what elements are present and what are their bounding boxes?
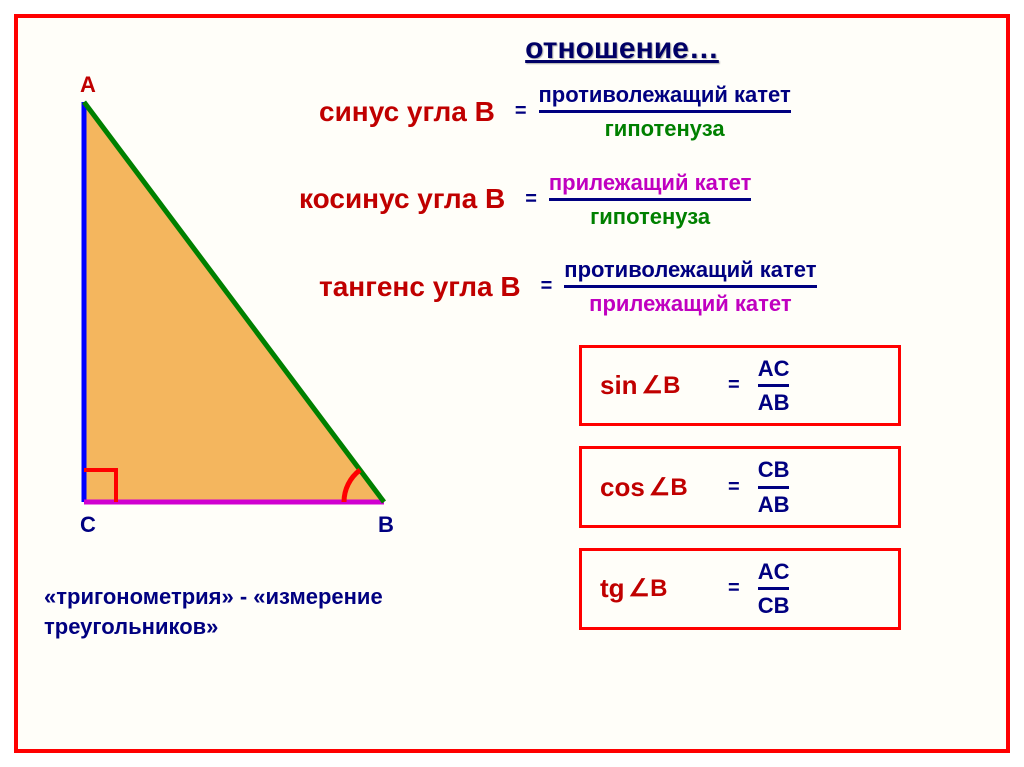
content-row: A B C «тригонометрия» - «измерение треуг… [44,82,980,650]
formula-fraction: AC CB [758,559,790,619]
formula-function: sin∠B [600,370,710,401]
fraction-numerator: прилежащий катет [549,170,751,195]
definition-fraction: противолежащий катет гипотенуза [539,82,791,142]
equals-sign: = [724,374,744,397]
vertex-label-B: B [378,512,394,538]
formula-function: cos∠B [600,472,710,503]
page-title: отношение… [264,32,980,66]
left-column: A B C «тригонометрия» - «измерение треуг… [44,82,459,650]
fraction-line [539,110,791,113]
fraction-denominator: гипотенуза [590,204,710,229]
fraction-denominator: прилежащий катет [589,291,791,316]
definitions: синус угла В=противолежащий катетгипотен… [459,82,980,317]
equals-sign: = [724,476,744,499]
fraction-denominator: гипотенуза [605,116,725,141]
equals-sign: = [521,188,541,211]
fraction-denominator: CB [758,593,790,618]
fraction-line [758,384,790,387]
angle-icon: ∠B [642,371,681,400]
fraction-denominator: AB [758,390,790,415]
formula-fraction: CB AB [758,457,790,517]
definition-fraction: противолежащий катет прилежащий катет [564,257,816,317]
equals-sign: = [511,100,531,123]
angle-icon: ∠B [629,574,668,603]
fraction-line [758,486,790,489]
formula-boxes: sin∠B = AC AB cos∠B = CB AB tg∠B = AC CB [579,345,980,630]
fraction-numerator: противолежащий катет [539,82,791,107]
right-column: синус угла В=противолежащий катетгипотен… [459,82,980,650]
formula-function: tg∠B [600,573,710,604]
fraction-numerator: противолежащий катет [564,257,816,282]
fraction-numerator: CB [758,457,790,482]
fraction-line [549,198,751,201]
formula-box: sin∠B = AC AB [579,345,901,427]
formula-box: cos∠B = CB AB [579,446,901,528]
angle-icon: ∠B [649,473,688,502]
equals-sign: = [724,577,744,600]
fraction-numerator: AC [758,356,790,381]
fraction-numerator: AC [758,559,790,584]
triangle-diagram: A B C [44,82,444,552]
formula-fraction: AC AB [758,356,790,416]
triangle-svg [44,82,444,552]
footnote-line1: «тригонометрия» - «измерение [44,584,383,609]
formula-box: tg∠B = AC CB [579,548,901,630]
page: отношение… A B C «тригонометрия» - «изме… [0,0,1024,767]
equals-sign: = [537,275,557,298]
fraction-line [758,587,790,590]
footnote: «тригонометрия» - «измерение треугольник… [44,582,444,641]
fraction-denominator: AB [758,492,790,517]
red-frame: отношение… A B C «тригонометрия» - «изме… [14,14,1010,753]
footnote-line2: треугольников» [44,614,218,639]
vertex-label-A: A [80,72,96,98]
fraction-line [564,285,816,288]
vertex-label-C: C [80,512,96,538]
definition-fraction: прилежащий катет гипотенуза [549,170,751,230]
